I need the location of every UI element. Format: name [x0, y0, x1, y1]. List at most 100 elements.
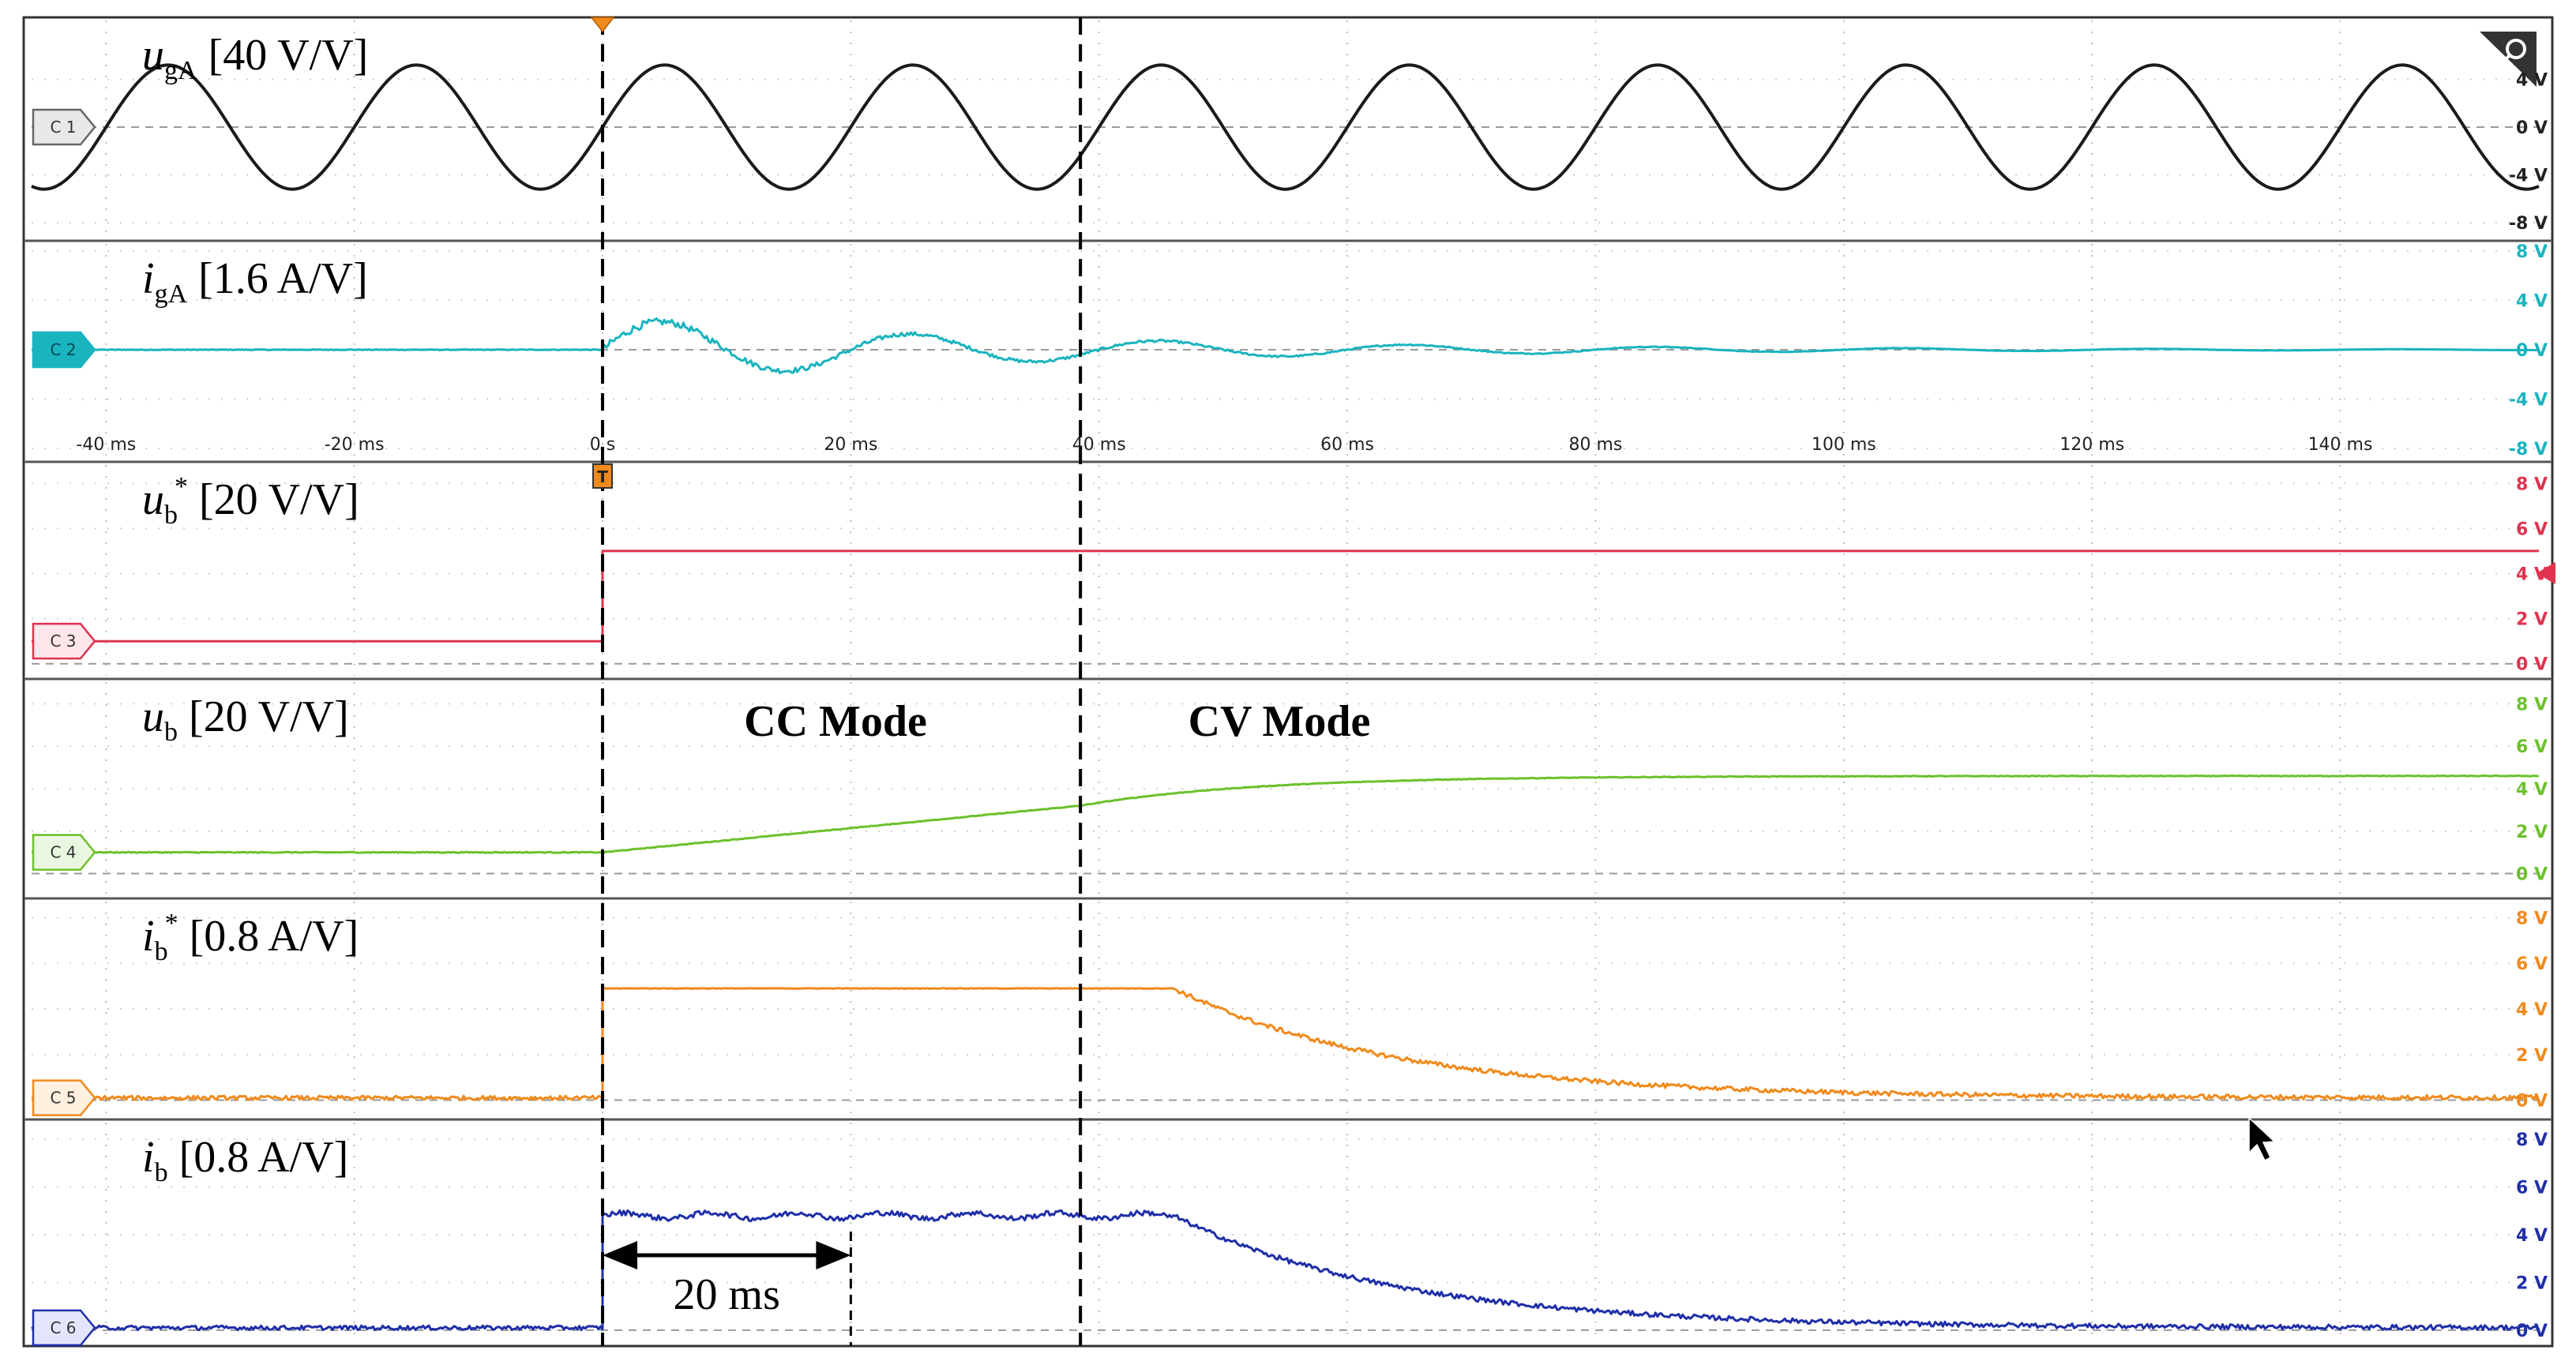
annotation-layer: T: [590, 17, 2555, 1346]
badge-text: C 2: [50, 340, 76, 359]
ytick-label: 4 V: [2516, 780, 2548, 800]
label-sup: *: [165, 909, 178, 938]
ytick-label: -4 V: [2509, 391, 2548, 411]
ytick-label: -4 V: [2509, 167, 2548, 186]
label-sub: b: [164, 501, 178, 530]
xtick-label: -40 ms: [76, 435, 136, 455]
panel-c4: [24, 677, 2552, 895]
channel-badge-c2[interactable]: C 2: [32, 331, 96, 369]
channel-badge-c4[interactable]: C 4: [32, 834, 96, 871]
zoom-icon-lens: [2506, 39, 2526, 59]
channel-badge-c6[interactable]: C 6: [32, 1309, 96, 1347]
label-var: i: [142, 1133, 155, 1182]
ytick-label: -8 V: [2509, 440, 2548, 459]
ytick-label: 4 V: [2516, 1000, 2548, 1020]
trace-c1: [31, 63, 2540, 191]
label-var: i: [142, 254, 155, 303]
badge-shape: [32, 331, 96, 369]
label-var: u: [142, 475, 164, 524]
c3-offset-marker-icon[interactable]: [2537, 562, 2555, 584]
label-var: u: [142, 692, 164, 741]
ytick-label: 2 V: [2516, 1273, 2548, 1293]
badge-text: C 4: [50, 843, 76, 862]
badge-text: C 5: [50, 1089, 76, 1108]
xtick-label: 80 ms: [1569, 435, 1623, 455]
cc-mode-label: CC Mode: [744, 697, 927, 746]
channel-label-c5: ib* [0.8 A/V]: [142, 909, 359, 966]
badge-shape: [32, 622, 96, 660]
ytick-label: 8 V: [2516, 242, 2548, 262]
channel-label-c2: igA [1.6 A/V]: [142, 254, 368, 309]
cv-mode-label: CV Mode: [1188, 697, 1371, 746]
channel-badge-c3[interactable]: C 3: [32, 622, 96, 660]
ytick-label: 4 V: [2516, 71, 2548, 91]
label-sub: b: [155, 1158, 168, 1187]
label-scale: [0.8 A/V]: [179, 1133, 349, 1182]
ytick-label: 8 V: [2516, 1131, 2548, 1150]
trigger-top-marker[interactable]: [590, 17, 615, 33]
trace-c6: [31, 1209, 2540, 1332]
trace-layer: [31, 63, 2540, 1332]
ytick-label: 4 V: [2516, 565, 2548, 585]
trigger-badge[interactable]: T: [592, 463, 614, 489]
trigger-badge-box: [592, 463, 614, 489]
label-scale: [40 V/V]: [208, 31, 369, 80]
ytick-label: 2 V: [2516, 610, 2548, 630]
label-var: i: [142, 912, 155, 961]
badge-text: C 3: [50, 632, 76, 651]
label-scale: [1.6 A/V]: [198, 254, 368, 303]
label-sup: *: [175, 472, 188, 501]
ytick-label: 4 V: [2516, 292, 2548, 312]
label-var: u: [142, 31, 164, 80]
plot-grid: [24, 21, 2552, 1343]
channel-badge-c1[interactable]: C 1: [32, 108, 96, 146]
scope-frame: [22, 16, 2554, 1348]
plot-background: [22, 16, 2554, 1348]
ytick-label: 8 V: [2516, 695, 2548, 714]
badge-shape: [32, 834, 96, 871]
ytick-label: -8 V: [2509, 214, 2548, 234]
ytick-label: 0 V: [2516, 1092, 2548, 1112]
xtick-label: 0 s: [590, 435, 615, 455]
label-scale: [0.8 A/V]: [190, 912, 359, 961]
badge-shape: [32, 108, 96, 146]
channel-label-c6: ib [0.8 A/V]: [142, 1133, 348, 1187]
xtick-label: 140 ms: [2308, 435, 2373, 455]
badge-text: C 1: [50, 118, 76, 137]
badge-shape: [32, 1309, 96, 1347]
trigger-badge-text: T: [597, 467, 608, 486]
ytick-label: 0 V: [2516, 341, 2548, 361]
label-sub: gA: [155, 279, 188, 309]
interval-arrow-right-head: [816, 1241, 851, 1269]
panel-c1: [32, 21, 2539, 238]
label-sub: b: [164, 718, 178, 747]
trace-c2: [31, 317, 2540, 375]
label-scale: [20 V/V]: [189, 692, 349, 741]
ytick-label: 0 V: [2516, 118, 2548, 138]
xtick-label: 60 ms: [1320, 435, 1374, 455]
xtick-label: 40 ms: [1072, 435, 1126, 455]
xtick-label: 120 ms: [2060, 435, 2124, 455]
ytick-label: 0 V: [2516, 655, 2548, 675]
zoom-icon[interactable]: [2480, 32, 2537, 87]
label-scale: [20 V/V]: [199, 475, 359, 524]
ytick-label: 6 V: [2516, 954, 2548, 974]
xtick-label: -20 ms: [325, 435, 385, 455]
mouse-cursor-icon: [2248, 1116, 2276, 1162]
ytick-label: 8 V: [2516, 474, 2548, 494]
trace-c4: [31, 774, 2540, 854]
interval-label: 20 ms: [674, 1270, 780, 1319]
label-sub: b: [155, 937, 168, 966]
channel-badge-c5[interactable]: C 5: [32, 1079, 96, 1116]
ytick-label: 2 V: [2516, 823, 2548, 842]
ytick-label: 4 V: [2516, 1226, 2548, 1246]
panel-c3: [24, 460, 2552, 676]
xtick-label: 20 ms: [824, 435, 877, 455]
badge-text: C 6: [50, 1318, 76, 1337]
ytick-label: 0 V: [2516, 1322, 2548, 1341]
label-sub: gA: [164, 56, 197, 85]
ytick-label: 2 V: [2516, 1046, 2548, 1066]
panel-c6: [24, 1118, 2552, 1343]
